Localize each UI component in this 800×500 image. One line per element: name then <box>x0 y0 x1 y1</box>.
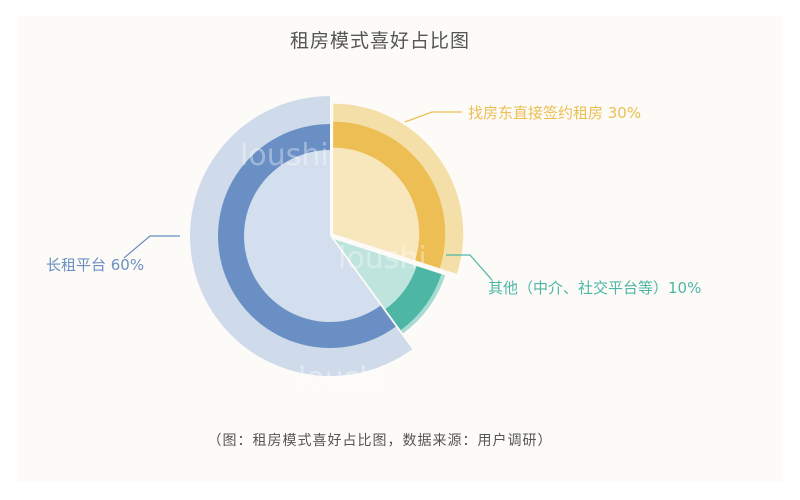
chart-caption: （图：租房模式喜好占比图，数据来源：用户调研） <box>207 433 553 449</box>
pie-slice-ring <box>333 121 446 269</box>
leader-line <box>446 254 493 281</box>
labels-layer: 找房东直接签约租房 30% 其他（中介、社交平台等）10% 长租平台 60% <box>46 104 701 297</box>
watermark-layer: loushi loushi loushi <box>240 138 427 396</box>
pie-slice <box>333 103 464 274</box>
leader-line <box>123 235 180 259</box>
watermark-text: loushi <box>338 241 427 276</box>
pie-slice <box>190 96 413 376</box>
watermark-text: loushi <box>298 361 387 396</box>
pie-slice-ring <box>218 124 396 348</box>
slice-label: 其他（中介、社交平台等）10% <box>488 279 701 297</box>
slice-label: 长租平台 60% <box>46 256 144 274</box>
leader-line <box>404 111 462 123</box>
slice-label: 找房东直接签约租房 30% <box>468 104 641 122</box>
chart-title: 租房模式喜好占比图 <box>289 30 470 52</box>
watermark-text: loushi <box>240 138 329 173</box>
pie-slice-inner <box>333 147 420 261</box>
slices-layer <box>190 96 464 376</box>
pie-slice-inner <box>334 239 417 310</box>
pie-slice-inner <box>243 150 381 322</box>
pie-slice-ring <box>385 266 442 331</box>
pie-slice <box>334 239 446 334</box>
